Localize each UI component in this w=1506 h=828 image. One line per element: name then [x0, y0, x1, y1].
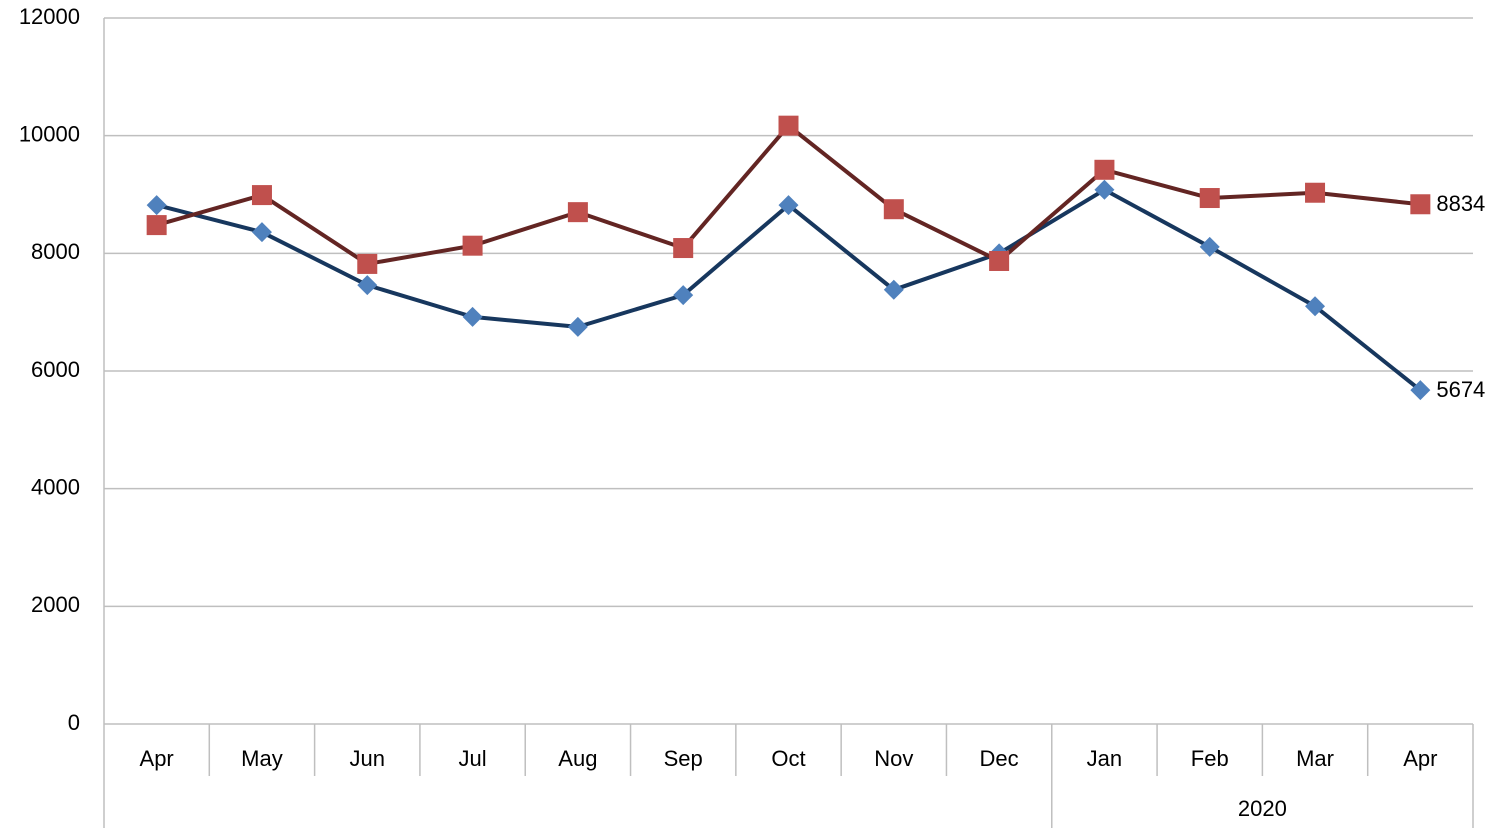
marker: [1305, 296, 1326, 317]
y-tick-label: 4000: [31, 474, 80, 499]
x-tick-label: Jan: [1087, 746, 1122, 771]
marker: [1199, 188, 1220, 209]
y-tick-label: 0: [68, 710, 80, 735]
marker: [778, 115, 799, 136]
marker: [883, 199, 904, 220]
y-tick-label: 8000: [31, 239, 80, 264]
data-label: 8834: [1436, 191, 1485, 216]
marker: [1305, 182, 1326, 203]
group-label: 2020: [1238, 796, 1287, 821]
marker: [146, 215, 167, 236]
marker: [567, 316, 588, 337]
y-tick-label: 6000: [31, 357, 80, 382]
data-label: 5674: [1436, 377, 1485, 402]
marker: [673, 238, 694, 259]
marker: [673, 285, 694, 306]
series-line: [156, 187, 1422, 392]
x-tick-label: May: [241, 746, 283, 771]
x-tick-label: Nov: [874, 746, 913, 771]
y-tick-label: 10000: [19, 121, 80, 146]
marker: [462, 306, 483, 327]
marker: [1410, 194, 1431, 215]
x-tick-label: Aug: [558, 746, 597, 771]
marker: [883, 279, 904, 300]
x-tick-label: Apr: [1403, 746, 1437, 771]
x-tick-label: Sep: [664, 746, 703, 771]
x-tick-label: Jul: [459, 746, 487, 771]
marker: [1094, 159, 1115, 180]
x-tick-label: Apr: [140, 746, 174, 771]
y-tick-label: 12000: [19, 4, 80, 29]
marker: [778, 195, 799, 216]
marker: [357, 275, 378, 296]
marker: [567, 202, 588, 223]
x-tick-label: Jun: [350, 746, 385, 771]
x-tick-label: Oct: [771, 746, 805, 771]
x-tick-label: Mar: [1296, 746, 1334, 771]
series-line: [156, 123, 1421, 266]
marker: [357, 253, 378, 274]
marker: [1094, 179, 1115, 200]
marker: [462, 235, 483, 256]
y-tick-label: 2000: [31, 592, 80, 617]
marker: [251, 222, 272, 243]
x-tick-label: Feb: [1191, 746, 1229, 771]
marker: [146, 195, 167, 216]
marker: [989, 250, 1010, 271]
marker: [251, 185, 272, 206]
x-tick-label: Dec: [980, 746, 1019, 771]
marker: [1410, 380, 1431, 401]
marker: [1199, 236, 1220, 257]
